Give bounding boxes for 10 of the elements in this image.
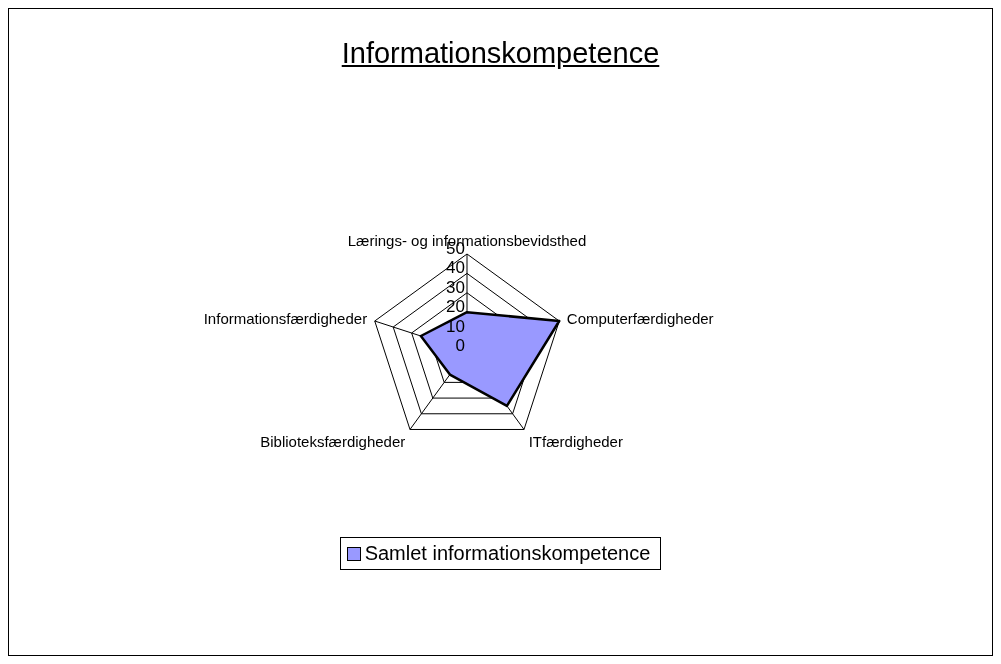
y-tick-label: 30 (446, 277, 465, 297)
legend-label: Samlet informationskompetence (363, 542, 651, 565)
spoke-label: Informationsfærdigheder (203, 309, 368, 327)
spoke-label: Biblioteksfærdigheder (260, 432, 406, 450)
spoke-label: ITfærdigheder (528, 432, 623, 450)
chart-title: Informationskompetence (340, 37, 661, 70)
spoke-label: Computerfærdigheder (566, 309, 714, 327)
y-tick-label: 0 (455, 336, 465, 355)
y-tick-label: 20 (446, 297, 465, 317)
y-tick-label: 40 (446, 258, 465, 278)
